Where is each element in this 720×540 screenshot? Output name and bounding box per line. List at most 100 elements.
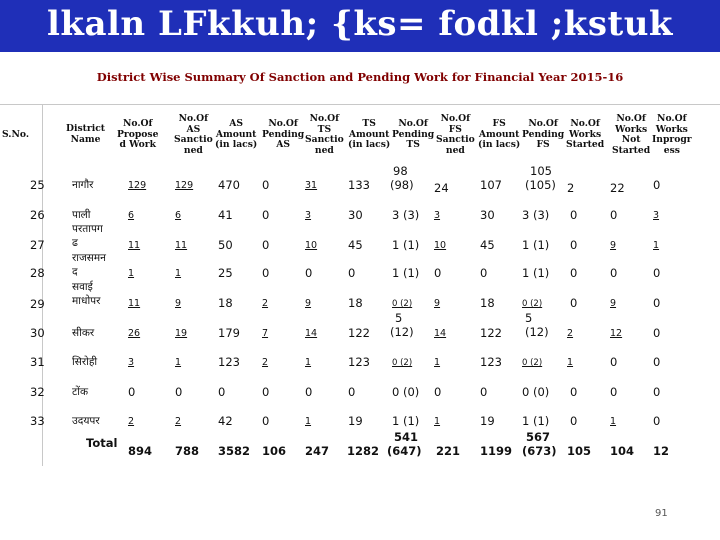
cell-sno: 26 bbox=[30, 208, 45, 222]
cell-fs-amount: 107 bbox=[480, 178, 502, 192]
cell-district-line2: ढ bbox=[72, 237, 78, 249]
cell-district: सीकर bbox=[72, 327, 95, 339]
cell-fs-sanctioned: 9 bbox=[434, 298, 441, 309]
cell-works-started: 2 bbox=[567, 181, 575, 195]
cell-fs-pending: 3 (3) bbox=[522, 208, 550, 222]
total-ts-sanctioned: 247 bbox=[305, 444, 330, 458]
cell-works-not-started: 0 bbox=[610, 208, 618, 222]
header-ts-pending: No.Of Pending TS bbox=[392, 118, 435, 150]
cell-fs-sanctioned: 0 bbox=[434, 266, 442, 280]
cell-fs-amount: 123 bbox=[480, 355, 502, 369]
cell-fs-pending-count: 105 bbox=[530, 164, 552, 178]
cell-district: टोंक bbox=[72, 386, 89, 398]
header-as-amount: AS Amount (in lacs) bbox=[215, 118, 258, 150]
cell-works-started: 0 bbox=[570, 238, 578, 252]
cell-ts-amount: 122 bbox=[348, 326, 370, 340]
cell-sno: 31 bbox=[30, 355, 45, 369]
cell-sno: 32 bbox=[30, 385, 45, 399]
cell-works-started: 0 bbox=[570, 385, 578, 399]
cell-works-not-started: 22 bbox=[610, 181, 625, 195]
cell-as-amount: 0 bbox=[218, 385, 226, 399]
cell-ts-pending-total: (98) bbox=[390, 178, 414, 192]
cell-fs-amount: 19 bbox=[480, 414, 495, 428]
cell-proposed: 0 bbox=[128, 385, 136, 399]
cell-fs-sanctioned: 24 bbox=[434, 181, 449, 195]
cell-proposed: 129 bbox=[128, 180, 147, 191]
cell-as-amount: 41 bbox=[218, 208, 233, 222]
page-number: 91 bbox=[655, 508, 668, 519]
cell-works-started: 1 bbox=[567, 357, 574, 368]
cell-fs-pending: 0 (0) bbox=[522, 385, 550, 399]
header-ts-sanctioned: No.Of TS Sanctio ned bbox=[305, 113, 344, 156]
cell-proposed: 2 bbox=[128, 416, 135, 427]
cell-district: सिरोही bbox=[72, 356, 98, 368]
cell-ts-amount: 18 bbox=[348, 296, 363, 310]
cell-ts-pending: 3 (3) bbox=[392, 208, 420, 222]
cell-as-sanctioned: 0 bbox=[175, 385, 183, 399]
cell-fs-sanctioned: 1 bbox=[434, 357, 441, 368]
cell-works-not-started: 0 bbox=[610, 266, 618, 280]
cell-ts-sanctioned: 0 bbox=[305, 385, 313, 399]
total-works-inprogress: 12 bbox=[653, 444, 670, 458]
cell-as-sanctioned: 129 bbox=[175, 180, 194, 191]
header-sno: S.No. bbox=[2, 129, 30, 140]
cell-district-line1: सवाई bbox=[72, 281, 93, 293]
cell-fs-sanctioned: 10 bbox=[434, 240, 447, 251]
cell-works-inprogress: 0 bbox=[653, 355, 661, 369]
cell-as-pending: 0 bbox=[262, 178, 270, 192]
header-fs-sanctioned: No.Of FS Sanctio ned bbox=[436, 113, 475, 156]
cell-district-line1: राजसमन bbox=[72, 252, 107, 264]
cell-district-line1: परतापग bbox=[72, 223, 103, 235]
total-as-sanctioned: 788 bbox=[175, 444, 200, 458]
header-as-pending: No.Of Pending AS bbox=[262, 118, 305, 150]
total-works-not-started: 104 bbox=[610, 444, 635, 458]
header-fs-amount: FS Amount (in lacs) bbox=[478, 118, 521, 150]
cell-works-not-started: 12 bbox=[610, 328, 623, 339]
cell-as-pending: 0 bbox=[262, 208, 270, 222]
cell-ts-sanctioned: 1 bbox=[305, 416, 312, 427]
total-ts-amount: 1282 bbox=[347, 444, 380, 458]
cell-as-amount: 25 bbox=[218, 266, 233, 280]
cell-works-inprogress: 0 bbox=[653, 385, 661, 399]
cell-district: पाली bbox=[72, 209, 91, 221]
cell-as-amount: 18 bbox=[218, 296, 233, 310]
cell-ts-pending: 0 (2) bbox=[392, 299, 413, 309]
cell-as-amount: 179 bbox=[218, 326, 240, 340]
cell-ts-pending: 1 (1) bbox=[392, 414, 420, 428]
total-fs-amount: 1199 bbox=[480, 444, 513, 458]
cell-works-inprogress: 1 bbox=[653, 240, 660, 251]
cell-as-sanctioned: 2 bbox=[175, 416, 182, 427]
cell-sno: 25 bbox=[30, 178, 45, 192]
title-banner: lkaln LFkkuh; {ks= fodkl ;kstuk bbox=[0, 0, 720, 52]
header-ts-amount: TS Amount (in lacs) bbox=[348, 118, 391, 150]
cell-works-not-started: 9 bbox=[610, 298, 617, 309]
cell-ts-sanctioned: 0 bbox=[305, 266, 313, 280]
cell-as-pending: 0 bbox=[262, 385, 270, 399]
cell-fs-amount: 0 bbox=[480, 266, 488, 280]
total-ts-pending-total: (647) bbox=[387, 444, 422, 458]
cell-as-sanctioned: 11 bbox=[175, 240, 188, 251]
cell-works-inprogress: 0 bbox=[653, 296, 661, 310]
cell-works-not-started: 1 bbox=[610, 416, 617, 427]
cell-ts-amount: 30 bbox=[348, 208, 363, 222]
cell-as-sanctioned: 6 bbox=[175, 210, 182, 221]
cell-fs-pending-total: (12) bbox=[525, 325, 549, 339]
cell-district-line2: माधोपर bbox=[72, 295, 101, 307]
cell-proposed: 3 bbox=[128, 357, 135, 368]
cell-sno: 28 bbox=[30, 266, 45, 280]
cell-as-pending: 0 bbox=[262, 238, 270, 252]
total-fs-pending-count: 567 bbox=[526, 430, 551, 444]
cell-works-started: 0 bbox=[570, 208, 578, 222]
total-works-started: 105 bbox=[567, 444, 592, 458]
header-district: District Name bbox=[66, 123, 106, 145]
total-as-amount: 3582 bbox=[218, 444, 251, 458]
total-ts-pending-count: 541 bbox=[394, 430, 419, 444]
cell-ts-pending-count: 98 bbox=[393, 164, 408, 178]
cell-fs-sanctioned: 14 bbox=[434, 328, 447, 339]
cell-as-sanctioned: 9 bbox=[175, 298, 182, 309]
cell-ts-sanctioned: 14 bbox=[305, 328, 318, 339]
cell-as-sanctioned: 1 bbox=[175, 357, 182, 368]
cell-works-inprogress: 0 bbox=[653, 266, 661, 280]
header-works-started: No.Of Works Started bbox=[566, 118, 605, 150]
cell-proposed: 6 bbox=[128, 210, 135, 221]
